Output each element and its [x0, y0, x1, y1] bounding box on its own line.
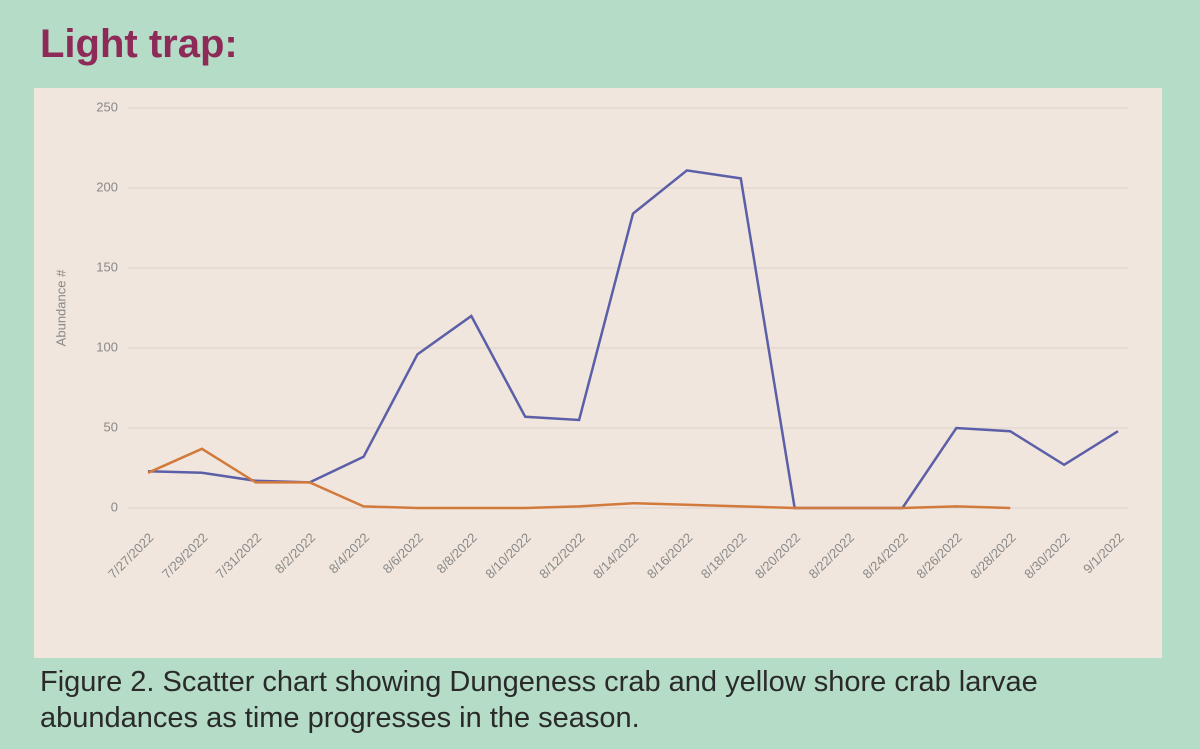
y-tick-label: 50	[104, 419, 118, 434]
x-tick-label: 8/16/2022	[644, 530, 696, 582]
slide-title: Light trap:	[40, 22, 238, 66]
y-tick-label: 200	[96, 179, 118, 194]
x-tick-label: 8/12/2022	[536, 530, 588, 582]
x-tick-label: 8/28/2022	[967, 530, 1019, 582]
x-tick-label: 7/31/2022	[213, 530, 265, 582]
y-tick-label: 150	[96, 259, 118, 274]
data-line	[147, 447, 1011, 510]
x-tick-label: 8/8/2022	[433, 530, 479, 576]
y-tick-label: 0	[111, 499, 118, 514]
x-tick-label: 8/2/2022	[272, 530, 318, 576]
x-tick-label: 7/27/2022	[105, 530, 157, 582]
x-tick-label: 8/26/2022	[913, 530, 965, 582]
figure-caption: Figure 2. Scatter chart showing Dungenes…	[40, 666, 1038, 734]
data-line	[147, 169, 1119, 510]
x-tick-label: 8/24/2022	[859, 530, 911, 582]
x-tick-label: 8/30/2022	[1021, 530, 1073, 582]
y-axis-label: Abundance #	[53, 269, 68, 346]
chart-panel	[34, 88, 1162, 658]
x-tick-label: 9/1/2022	[1080, 530, 1126, 576]
x-tick-label: 8/4/2022	[326, 530, 372, 576]
x-tick-label: 8/6/2022	[380, 530, 426, 576]
x-tick-label: 8/18/2022	[698, 530, 750, 582]
y-tick-label: 250	[96, 99, 118, 114]
x-tick-label: 8/20/2022	[752, 530, 804, 582]
y-tick-label: 100	[96, 339, 118, 354]
x-tick-label: 8/14/2022	[590, 530, 642, 582]
x-tick-label: 8/22/2022	[806, 530, 858, 582]
x-tick-label: 8/10/2022	[482, 530, 534, 582]
x-tick-label: 7/29/2022	[159, 530, 211, 582]
